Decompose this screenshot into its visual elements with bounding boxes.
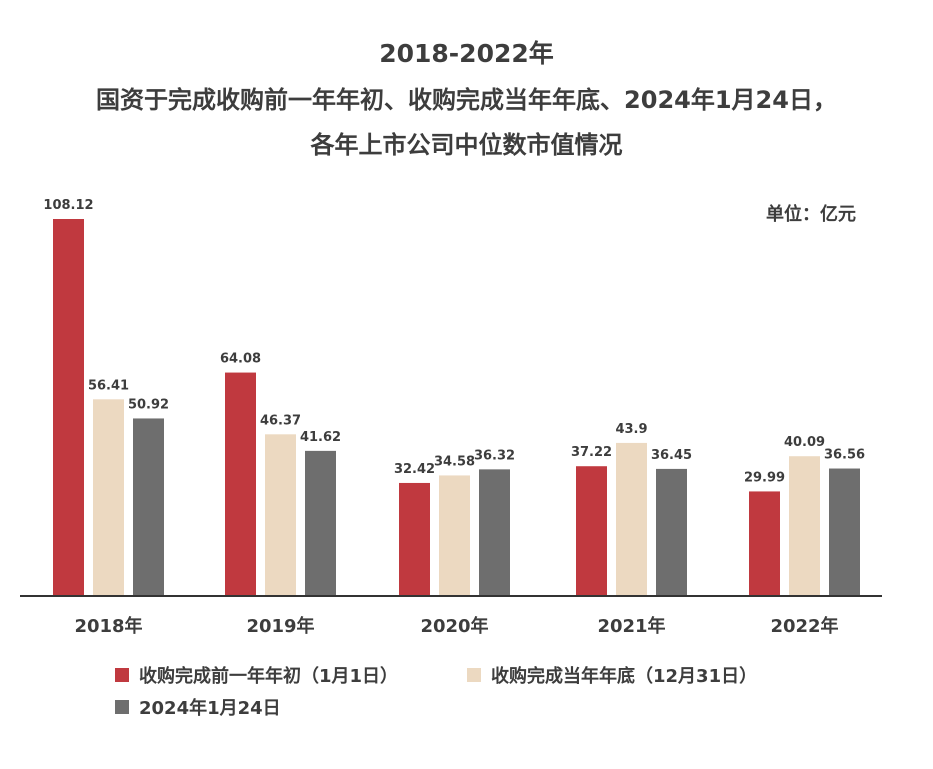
x-tick-label: 2020年 [420, 615, 488, 637]
chart-title-line-2: 国资于完成收购前一年年初、收购完成当年年底、2024年1月24日， [96, 86, 837, 114]
data-label: 34.58 [434, 454, 475, 469]
data-label: 41.62 [300, 430, 341, 445]
data-label: 29.99 [744, 470, 785, 485]
legend-item-series-2: 收购完成当年年底（12月31日） [467, 662, 757, 688]
bar-2020年-series-1 [399, 482, 430, 596]
bar-2019年-series-3 [305, 450, 336, 596]
bar-2022年-series-3 [829, 468, 860, 596]
legend-label-series-3: 2024年1月24日 [139, 698, 281, 719]
data-label: 108.12 [43, 198, 93, 213]
bar-2022年-series-1 [749, 491, 780, 596]
bar-2021年-series-1 [576, 466, 607, 596]
chart-title-line-3: 各年上市公司中位数市值情况 [310, 131, 623, 159]
data-label: 50.92 [128, 397, 169, 412]
legend-item-series-3: 2024年1月24日 [115, 694, 281, 720]
bar-2020年-series-2 [439, 475, 470, 596]
data-label: 56.41 [88, 378, 129, 393]
data-label: 36.32 [474, 448, 515, 463]
unit-label: 单位：亿元 [766, 204, 856, 225]
data-label: 46.37 [260, 413, 301, 428]
x-tick-label: 2019年 [246, 615, 314, 637]
chart-title-line-1: 2018-2022年 [379, 39, 554, 68]
legend-label-series-1: 收购完成前一年年初（1月1日） [139, 666, 399, 687]
bar-2021年-series-3 [656, 468, 687, 596]
legend-item-series-1: 收购完成前一年年初（1月1日） [115, 662, 398, 688]
x-tick-label: 2021年 [597, 615, 665, 637]
bar-2018年-series-2 [93, 399, 124, 596]
data-label: 36.56 [824, 448, 865, 463]
bar-2022年-series-2 [789, 456, 820, 596]
data-label: 64.08 [220, 352, 261, 367]
data-label: 40.09 [784, 435, 825, 450]
legend-swatch-series-1 [115, 668, 129, 682]
bar-2020年-series-3 [479, 469, 510, 596]
data-label: 43.9 [615, 422, 647, 437]
bar-2018年-series-1 [53, 219, 84, 596]
data-label: 32.42 [394, 462, 435, 477]
data-label: 37.22 [571, 445, 612, 460]
legend-swatch-series-3 [115, 700, 129, 714]
legend-swatch-series-2 [467, 668, 481, 682]
bar-2018年-series-3 [133, 418, 164, 596]
bar-2019年-series-2 [265, 434, 296, 596]
data-label: 36.45 [651, 448, 692, 463]
bar-2021年-series-2 [616, 442, 647, 596]
bar-2019年-series-1 [225, 372, 256, 596]
x-tick-label: 2018年 [74, 615, 142, 637]
x-tick-label: 2022年 [770, 615, 838, 637]
legend-label-series-2: 收购完成当年年底（12月31日） [491, 666, 758, 687]
